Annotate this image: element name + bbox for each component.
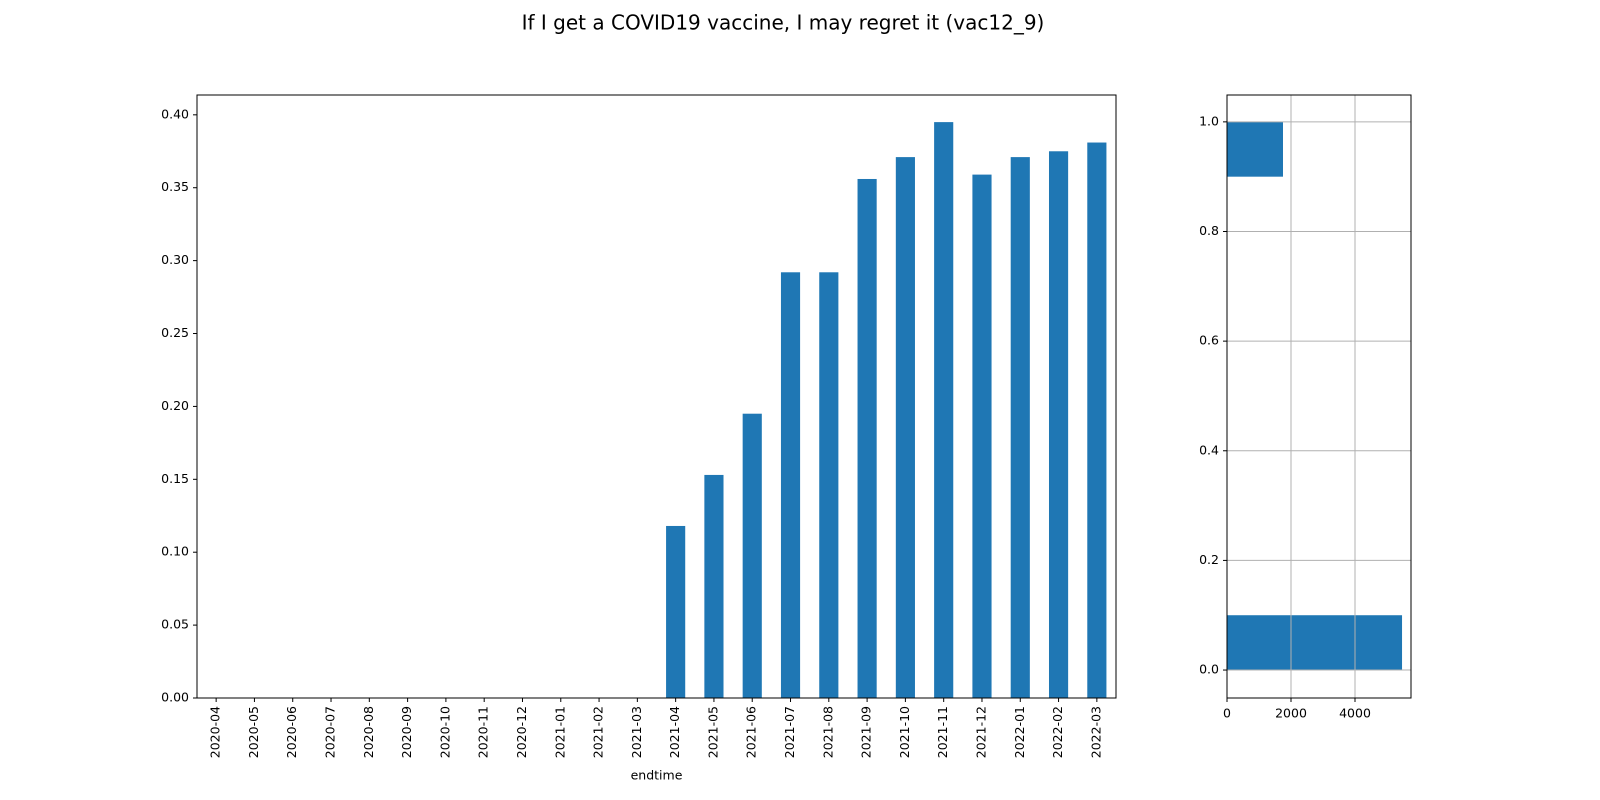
x-tick-label: 2020-04 xyxy=(208,706,223,758)
bar xyxy=(780,272,801,698)
x-tick-label: 2020-08 xyxy=(361,706,376,758)
histogram-bar xyxy=(1227,615,1403,671)
x-tick-label: 2021-09 xyxy=(859,706,874,758)
x-tick-label: 2000 xyxy=(1275,706,1307,721)
y-tick-label: 0.6 xyxy=(1199,333,1219,348)
x-axis-label: endtime xyxy=(631,768,683,783)
y-tick-label: 0.15 xyxy=(161,471,189,486)
x-tick-label: 2022-03 xyxy=(1088,706,1103,758)
chart-title: If I get a COVID19 vaccine, I may regret… xyxy=(522,11,1045,35)
x-tick-label: 2021-08 xyxy=(820,706,835,758)
x-tick-label: 2020-12 xyxy=(514,706,529,758)
bar xyxy=(972,174,992,698)
bar xyxy=(666,525,686,698)
y-tick-label: 0.20 xyxy=(161,398,189,413)
x-tick-label: 2021-05 xyxy=(705,706,720,758)
y-tick-label: 0.30 xyxy=(161,252,189,267)
bar xyxy=(1048,151,1069,698)
x-tick-label: 4000 xyxy=(1339,706,1371,721)
x-tick-label: 2021-11 xyxy=(935,706,950,758)
y-tick-label: 0.35 xyxy=(161,179,189,194)
x-tick-label: 2020-10 xyxy=(437,706,452,758)
y-tick-label: 0.0 xyxy=(1199,662,1219,677)
x-tick-label: 2021-12 xyxy=(973,706,988,758)
x-tick-label: 2021-06 xyxy=(744,706,759,758)
bar xyxy=(857,178,877,698)
bar xyxy=(895,157,915,698)
y-tick-label: 0.00 xyxy=(161,690,189,705)
x-tick-label: 2021-03 xyxy=(629,706,644,758)
x-tick-label: 2021-04 xyxy=(667,706,682,758)
plot-frame xyxy=(196,94,1117,699)
y-tick-label: 0.2 xyxy=(1199,552,1219,567)
bar xyxy=(742,413,762,698)
bar xyxy=(704,474,724,698)
x-tick-label: 2020-11 xyxy=(476,706,491,758)
y-tick-label: 0.10 xyxy=(161,544,189,559)
y-tick-label: 0.8 xyxy=(1199,223,1219,238)
bar xyxy=(819,272,839,698)
y-tick-label: 0.40 xyxy=(161,106,189,121)
x-tick-label: 2022-01 xyxy=(1012,706,1027,758)
x-tick-label: 2020-07 xyxy=(323,706,338,758)
y-tick-label: 1.0 xyxy=(1199,113,1219,128)
bar xyxy=(1087,142,1107,698)
histogram-bar xyxy=(1227,121,1283,177)
bar xyxy=(934,122,954,699)
x-tick-label: 0 xyxy=(1223,706,1231,721)
x-tick-label: 2022-02 xyxy=(1050,706,1065,758)
bar xyxy=(1010,157,1030,698)
x-tick-label: 2021-02 xyxy=(591,706,606,758)
y-tick-label: 0.25 xyxy=(161,325,189,340)
x-tick-label: 2021-01 xyxy=(552,706,567,758)
y-tick-label: 0.4 xyxy=(1199,442,1219,457)
plot-frame xyxy=(1226,94,1412,699)
x-tick-label: 2021-07 xyxy=(782,706,797,758)
x-tick-label: 2020-05 xyxy=(246,706,261,758)
x-tick-label: 2020-09 xyxy=(399,706,414,758)
x-tick-label: 2020-06 xyxy=(284,706,299,758)
x-tick-label: 2021-10 xyxy=(897,706,912,758)
y-tick-label: 0.05 xyxy=(161,617,189,632)
